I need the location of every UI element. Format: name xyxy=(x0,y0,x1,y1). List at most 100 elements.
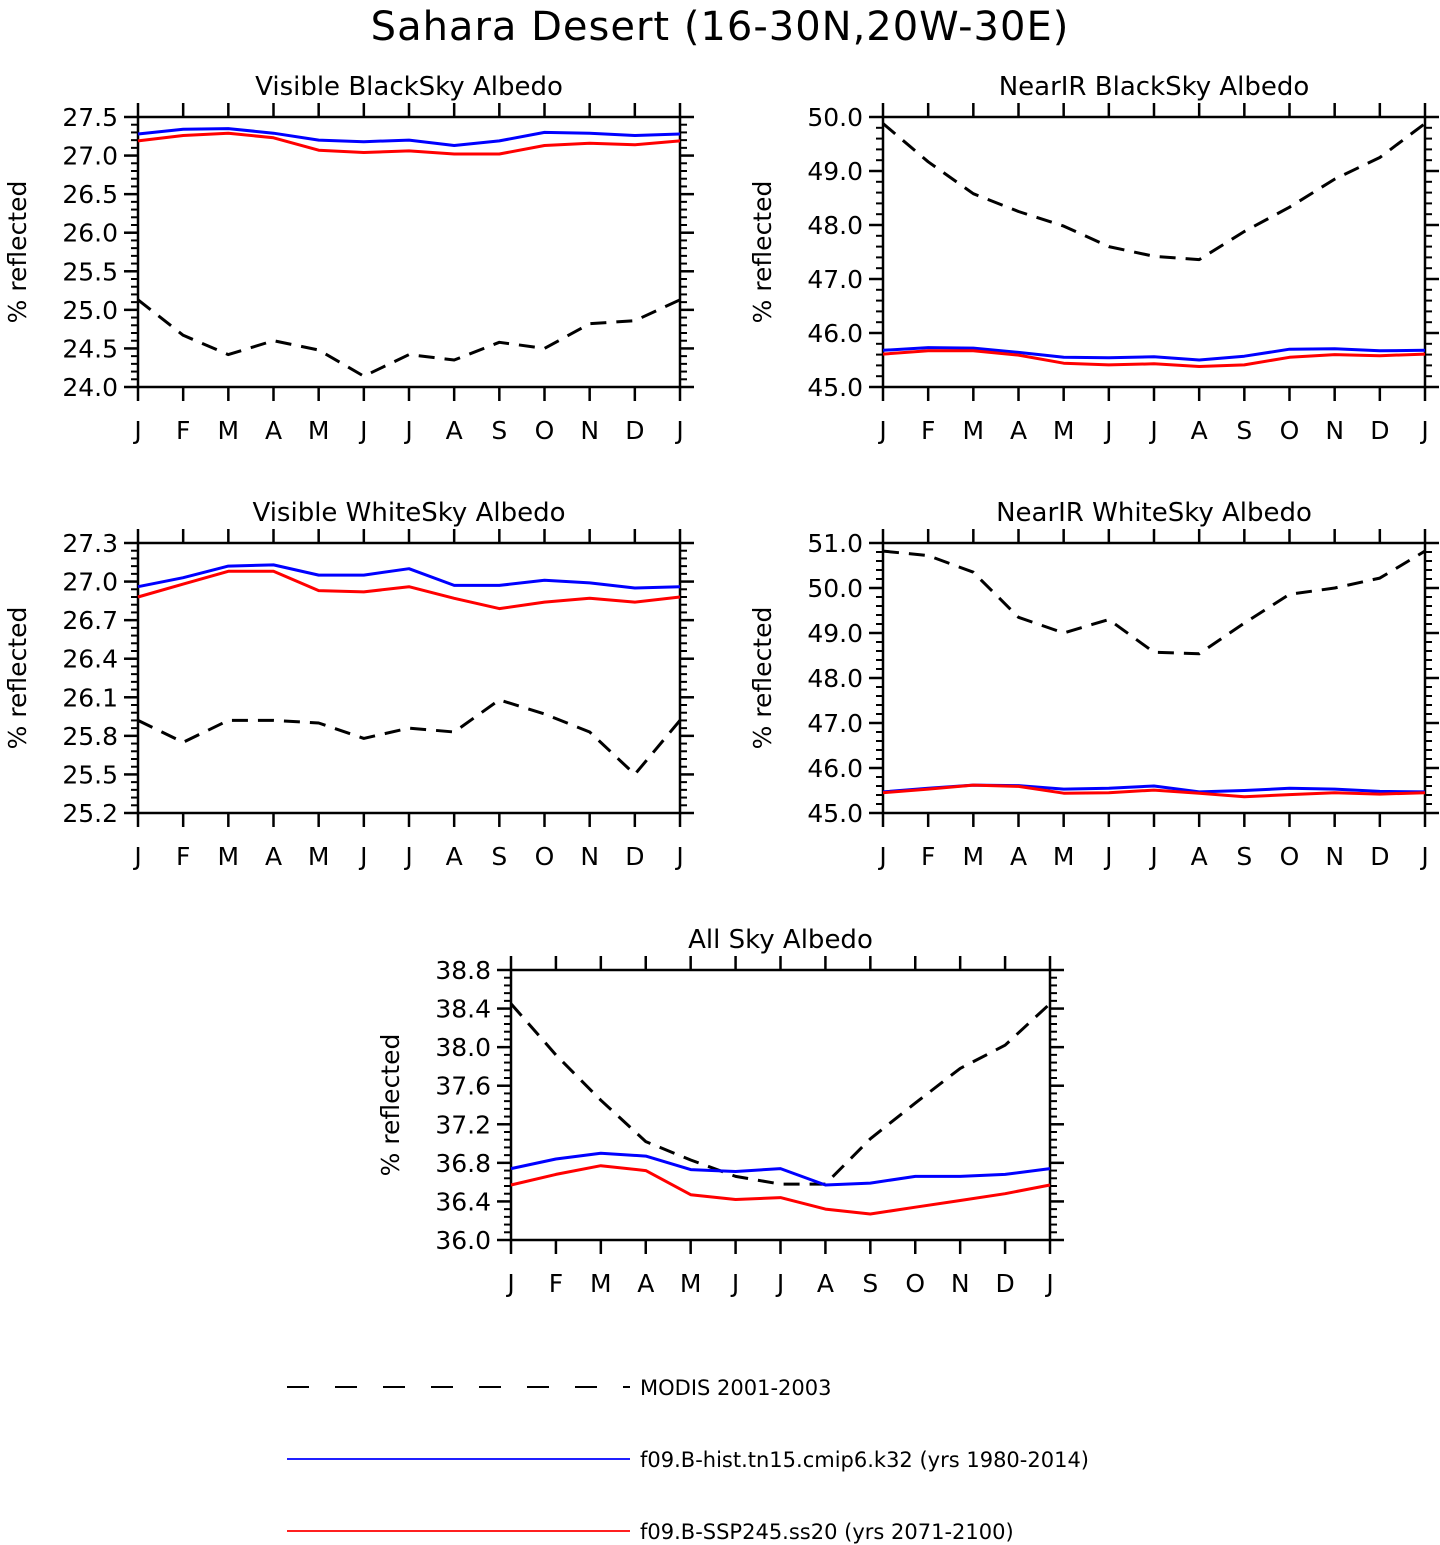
y-axis-label: % reflected xyxy=(3,181,32,324)
y-tick-label: 25.5 xyxy=(62,257,118,286)
y-axis-label: % reflected xyxy=(3,607,32,750)
series-line-ssp xyxy=(882,349,1426,368)
x-tick-label: O xyxy=(535,416,555,445)
x-tick-label: M xyxy=(1053,842,1075,871)
y-axis-label: % reflected xyxy=(376,1034,405,1177)
x-tick-label: A xyxy=(265,416,282,445)
series-line-modis xyxy=(882,122,1426,262)
x-tick-label: J xyxy=(877,842,886,871)
x-tick-label: M xyxy=(680,1269,702,1298)
x-tick-label: S xyxy=(491,842,507,871)
x-tick-label: J xyxy=(132,416,141,445)
x-tick-label: M xyxy=(218,416,240,445)
y-tick-label: 26.5 xyxy=(62,180,118,209)
y-tick-label: 26.1 xyxy=(62,683,118,712)
x-tick-label: A xyxy=(446,416,463,445)
x-tick-label: M xyxy=(218,842,240,871)
x-tick-label: A xyxy=(817,1269,834,1298)
series-line-modis xyxy=(137,698,682,776)
x-tick-label: J xyxy=(674,416,683,445)
series-line-modis xyxy=(137,298,681,378)
x-tick-label: D xyxy=(1370,842,1389,871)
y-axis-label: % reflected xyxy=(748,181,777,324)
y-tick-label: 46.0 xyxy=(807,319,863,348)
x-tick-label: M xyxy=(308,842,330,871)
x-tick-label: N xyxy=(1325,842,1344,871)
x-tick-label: D xyxy=(995,1269,1014,1298)
x-tick-label: J xyxy=(505,1269,514,1298)
series-line-modis xyxy=(509,1002,1052,1186)
y-tick-label: 27.5 xyxy=(62,103,118,132)
figure-title: Sahara Desert (16-30N,20W-30E) xyxy=(371,4,1070,50)
y-tick-label: 36.0 xyxy=(435,1226,491,1255)
x-tick-label: J xyxy=(877,416,886,445)
x-tick-label: F xyxy=(176,842,190,871)
x-tick-label: J xyxy=(674,842,683,871)
y-tick-label: 24.0 xyxy=(62,373,118,402)
x-tick-label: J xyxy=(1103,842,1112,871)
y-tick-label: 48.0 xyxy=(807,664,863,693)
x-tick-label: O xyxy=(1280,416,1300,445)
x-tick-label: M xyxy=(1053,416,1075,445)
x-tick-label: J xyxy=(403,416,412,445)
x-tick-label: F xyxy=(176,416,190,445)
y-tick-label: 37.6 xyxy=(435,1072,491,1101)
y-tick-label: 25.8 xyxy=(62,722,118,751)
x-tick-label: O xyxy=(1280,842,1300,871)
y-tick-label: 45.0 xyxy=(807,799,863,828)
x-tick-label: A xyxy=(637,1269,654,1298)
x-tick-label: S xyxy=(1236,416,1252,445)
x-tick-label: O xyxy=(905,1269,925,1298)
plot-frame xyxy=(881,115,1427,389)
legend: MODIS 2001-2003 f09.B-hist.tn15.cmip6.k32… xyxy=(287,1376,1089,1544)
x-tick-label: J xyxy=(132,842,141,871)
x-tick-label: A xyxy=(265,842,282,871)
y-tick-label: 27.3 xyxy=(62,529,118,558)
y-tick-label: 25.5 xyxy=(62,760,118,789)
y-tick-label: 45.0 xyxy=(807,373,863,402)
x-tick-label: J xyxy=(1103,416,1112,445)
series-line-ssp xyxy=(510,1164,1051,1216)
x-tick-label: O xyxy=(535,842,555,871)
y-tick-label: 25.2 xyxy=(62,799,118,828)
x-tick-label: J xyxy=(1044,1269,1053,1298)
series-line-hist xyxy=(137,127,681,147)
y-tick-label: 38.8 xyxy=(435,956,491,985)
legend-label-modis: MODIS 2001-2003 xyxy=(640,1376,831,1400)
x-tick-label: D xyxy=(625,842,644,871)
x-tick-label: A xyxy=(1191,842,1208,871)
x-tick-label: J xyxy=(775,1269,784,1298)
panel-title: Visible WhiteSky Albedo xyxy=(252,498,565,528)
series-line-hist xyxy=(510,1151,1051,1187)
panel-title: NearIR WhiteSky Albedo xyxy=(996,498,1312,528)
legend-label-hist: f09.B-hist.tn15.cmip6.k32 (yrs 1980-2014… xyxy=(640,1448,1089,1472)
x-tick-label: J xyxy=(358,416,367,445)
legend-label-ssp: f09.B-SSP245.ss20 (yrs 2071-2100) xyxy=(640,1520,1014,1544)
x-tick-label: D xyxy=(1370,416,1389,445)
y-tick-label: 36.4 xyxy=(435,1187,491,1216)
x-tick-label: J xyxy=(1419,842,1428,871)
x-tick-label: A xyxy=(1010,842,1027,871)
x-tick-label: A xyxy=(1010,416,1027,445)
x-tick-label: D xyxy=(625,416,644,445)
x-tick-label: J xyxy=(1148,416,1157,445)
y-tick-label: 38.0 xyxy=(435,1033,491,1062)
series-line-ssp xyxy=(137,569,681,611)
x-tick-label: N xyxy=(951,1269,970,1298)
y-tick-label: 50.0 xyxy=(807,574,863,603)
y-tick-label: 49.0 xyxy=(807,619,863,648)
x-tick-label: A xyxy=(1191,416,1208,445)
x-tick-label: M xyxy=(590,1269,612,1298)
x-tick-label: M xyxy=(963,842,985,871)
x-tick-label: M xyxy=(308,416,330,445)
y-tick-label: 48.0 xyxy=(807,211,863,240)
y-tick-label: 25.0 xyxy=(62,296,118,325)
x-tick-label: F xyxy=(921,842,935,871)
x-tick-label: S xyxy=(491,416,507,445)
y-tick-label: 36.8 xyxy=(435,1149,491,1178)
